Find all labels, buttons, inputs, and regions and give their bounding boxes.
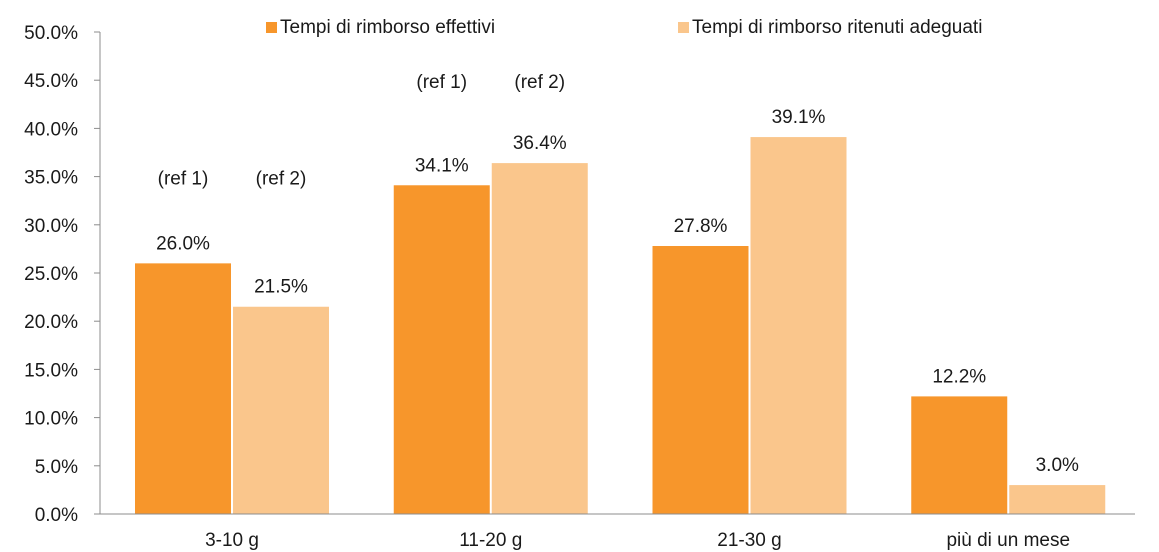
bar [750, 137, 847, 515]
data-label: 21.5% [254, 277, 308, 298]
y-tick-label: 25.0% [24, 264, 78, 285]
bar [1009, 485, 1106, 514]
data-label: 12.2% [932, 366, 986, 387]
data-label: 39.1% [772, 107, 826, 128]
annotations: (ref 1) (ref 2) (ref 1) (ref 2) [158, 72, 565, 189]
bar [233, 306, 329, 514]
y-tick-label: 30.0% [24, 216, 78, 237]
bars [135, 137, 1106, 515]
legend: Tempi di rimborso effettivi Tempi di rimb… [266, 17, 982, 38]
data-labels: 26.0% 34.1% 27.8% 12.2% 21.5% 36.4% 39.1% 3.0% [156, 107, 1079, 476]
y-tick-label: 45.0% [24, 71, 78, 92]
x-tick-label: 11-20 g [459, 530, 522, 551]
legend-swatch [266, 22, 277, 33]
x-tick-label: più di un mese [946, 530, 1070, 551]
bar [652, 246, 749, 514]
data-label: 3.0% [1036, 455, 1079, 476]
bar [135, 263, 231, 514]
bar [911, 396, 1008, 514]
legend-label: Tempi di rimborso effettivi [280, 17, 495, 38]
y-tick-label: 35.0% [24, 168, 78, 189]
y-tick-label: 0.0% [35, 505, 78, 526]
y-axis: 0.0% 5.0% 10.0% 15.0% 20.0% 25.0% 30.0% 35.0% 40… [24, 23, 101, 526]
annotation-label: (ref 1) [158, 168, 209, 189]
y-tick-label: 15.0% [24, 360, 78, 381]
data-label: 26.0% [156, 233, 210, 254]
annotation-label: (ref 2) [514, 72, 565, 93]
bar [393, 185, 490, 514]
y-tick-label: 5.0% [35, 457, 78, 478]
data-label: 36.4% [513, 133, 567, 154]
x-tick-label: 3-10 g [205, 530, 259, 551]
annotation-label: (ref 1) [416, 72, 467, 93]
y-tick-label: 20.0% [24, 312, 78, 333]
annotation-label: (ref 2) [256, 168, 307, 189]
x-axis: 3-10 g 11-20 g 21-30 g più di un mese [100, 513, 1135, 551]
data-label: 27.8% [674, 216, 728, 237]
y-tick-label: 40.0% [24, 119, 78, 140]
legend-label: Tempi di rimborso ritenuti adeguati [692, 17, 982, 38]
bar [491, 163, 588, 514]
y-tick-label: 50.0% [24, 23, 78, 44]
x-tick-label: 21-30 g [717, 530, 781, 551]
y-tick-label: 10.0% [24, 409, 78, 430]
data-label: 34.1% [415, 155, 469, 176]
legend-swatch [678, 22, 689, 33]
